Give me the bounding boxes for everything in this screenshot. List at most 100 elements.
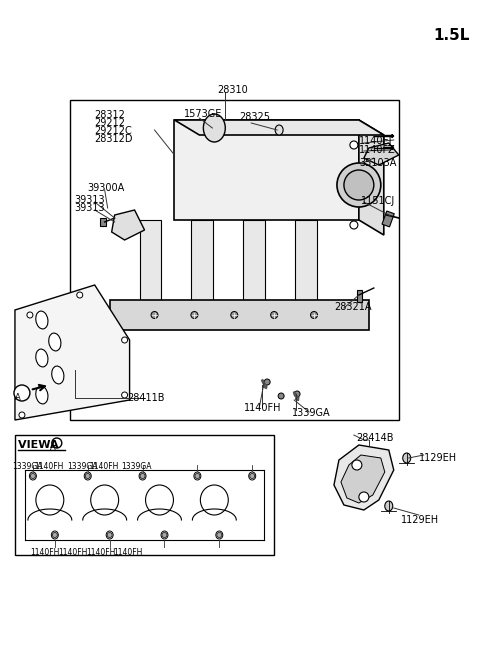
Text: 28310: 28310	[217, 85, 248, 95]
Circle shape	[121, 392, 128, 398]
FancyBboxPatch shape	[192, 220, 213, 310]
Text: 35103A: 35103A	[359, 158, 396, 168]
Polygon shape	[15, 285, 130, 420]
Ellipse shape	[145, 485, 173, 515]
Circle shape	[85, 474, 90, 478]
Ellipse shape	[106, 531, 113, 539]
Bar	[357, 290, 362, 302]
Circle shape	[52, 533, 57, 537]
Circle shape	[271, 311, 277, 319]
Ellipse shape	[36, 349, 48, 367]
Text: 1573GE: 1573GE	[184, 109, 223, 119]
Circle shape	[191, 311, 198, 319]
FancyArrow shape	[262, 380, 267, 389]
Text: 1140EJ: 1140EJ	[359, 136, 392, 146]
Text: 1339GA: 1339GA	[12, 462, 42, 471]
Circle shape	[151, 311, 158, 319]
Ellipse shape	[385, 501, 393, 511]
Text: 1140FH: 1140FH	[58, 548, 87, 557]
Circle shape	[27, 312, 33, 318]
Circle shape	[337, 163, 381, 207]
Polygon shape	[112, 210, 144, 240]
Text: 28312: 28312	[95, 110, 126, 120]
Ellipse shape	[36, 311, 48, 329]
FancyArrow shape	[384, 147, 394, 150]
Circle shape	[52, 438, 62, 448]
Circle shape	[19, 412, 25, 418]
Text: A: A	[50, 443, 56, 451]
FancyArrow shape	[384, 135, 394, 137]
Circle shape	[107, 533, 112, 537]
Ellipse shape	[36, 485, 64, 515]
Circle shape	[352, 460, 362, 470]
Text: VIEW: VIEW	[18, 440, 54, 450]
Circle shape	[350, 141, 358, 149]
Text: 29212C: 29212C	[95, 126, 132, 136]
FancyBboxPatch shape	[140, 220, 161, 310]
Ellipse shape	[216, 531, 223, 539]
Circle shape	[250, 474, 255, 478]
Ellipse shape	[49, 333, 61, 351]
Text: 1129EH: 1129EH	[419, 453, 457, 463]
Ellipse shape	[204, 114, 225, 142]
Circle shape	[77, 292, 83, 298]
Text: 1140FZ: 1140FZ	[359, 145, 396, 155]
Circle shape	[359, 492, 369, 502]
Polygon shape	[364, 143, 399, 165]
Text: 29212: 29212	[95, 118, 126, 128]
FancyBboxPatch shape	[174, 120, 359, 220]
Circle shape	[195, 474, 200, 478]
FancyBboxPatch shape	[295, 220, 317, 310]
Circle shape	[294, 391, 300, 397]
Polygon shape	[174, 120, 384, 135]
Text: 1140FH: 1140FH	[86, 548, 115, 557]
Text: 28312D: 28312D	[95, 134, 133, 144]
Text: 28325: 28325	[239, 112, 270, 122]
Bar	[382, 211, 394, 227]
Text: 39313: 39313	[75, 203, 106, 213]
Text: A: A	[15, 392, 21, 401]
Text: 1151CJ: 1151CJ	[361, 196, 395, 206]
Ellipse shape	[29, 472, 36, 480]
Ellipse shape	[249, 472, 256, 480]
Circle shape	[311, 311, 317, 319]
Ellipse shape	[51, 531, 58, 539]
Text: 28414B: 28414B	[356, 433, 394, 443]
FancyBboxPatch shape	[109, 300, 369, 330]
Ellipse shape	[161, 531, 168, 539]
Circle shape	[231, 311, 238, 319]
Text: 39313: 39313	[75, 195, 106, 205]
Text: 1140FH: 1140FH	[34, 462, 63, 471]
Text: 1140FH: 1140FH	[114, 548, 143, 557]
FancyBboxPatch shape	[243, 220, 265, 310]
Circle shape	[350, 221, 358, 229]
Polygon shape	[341, 455, 385, 503]
Text: 1339GA: 1339GA	[67, 462, 97, 471]
FancyArrow shape	[293, 392, 299, 401]
Text: 1339GA: 1339GA	[121, 462, 152, 471]
Ellipse shape	[36, 386, 48, 404]
Ellipse shape	[91, 485, 119, 515]
Circle shape	[344, 170, 374, 200]
Circle shape	[121, 337, 128, 343]
Text: 1339GA: 1339GA	[292, 408, 331, 418]
Circle shape	[140, 474, 145, 478]
Ellipse shape	[275, 125, 283, 135]
Circle shape	[264, 379, 270, 385]
Circle shape	[217, 533, 222, 537]
Text: 1140FH: 1140FH	[244, 403, 282, 413]
Ellipse shape	[200, 485, 228, 515]
Text: 28321A: 28321A	[334, 302, 372, 312]
Text: 39300A: 39300A	[88, 183, 125, 193]
Circle shape	[278, 393, 284, 399]
Ellipse shape	[194, 472, 201, 480]
Text: 1140FH: 1140FH	[30, 548, 60, 557]
Ellipse shape	[139, 472, 146, 480]
Ellipse shape	[84, 472, 91, 480]
Text: 1.5L: 1.5L	[433, 28, 470, 43]
Ellipse shape	[403, 453, 411, 463]
Polygon shape	[359, 120, 384, 235]
FancyBboxPatch shape	[15, 435, 274, 555]
Ellipse shape	[52, 366, 64, 384]
FancyBboxPatch shape	[70, 100, 399, 420]
